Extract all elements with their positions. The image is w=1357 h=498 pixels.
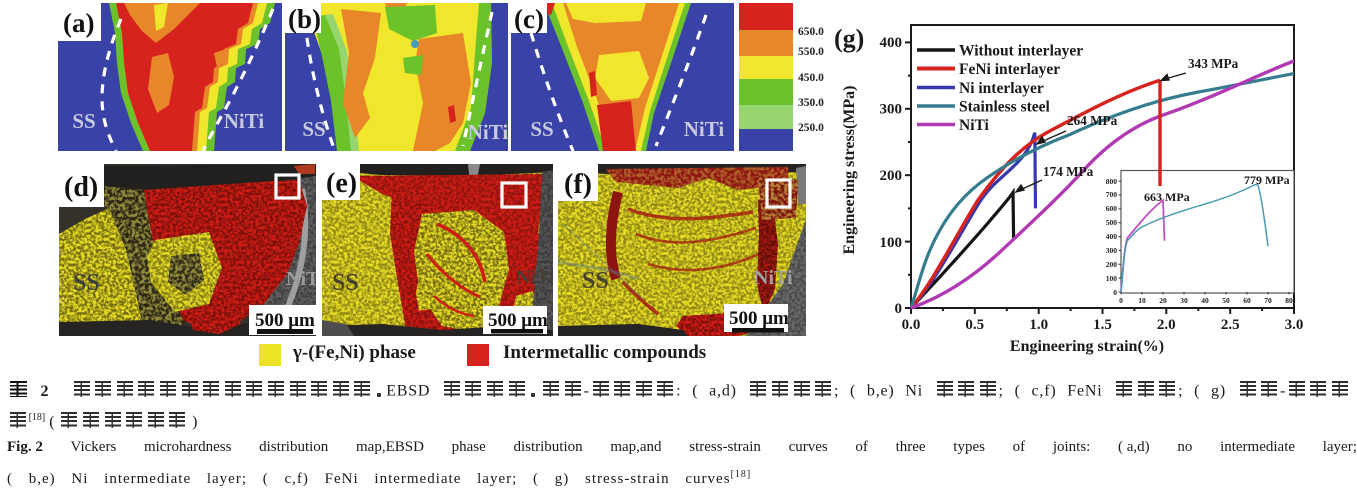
svg-text:SS: SS	[73, 270, 100, 296]
svg-text:NiTi: NiTi	[468, 120, 508, 144]
svg-text:3.0: 3.0	[1285, 317, 1304, 333]
svg-text:700: 700	[1106, 190, 1118, 199]
svg-text:600: 600	[1106, 204, 1118, 213]
svg-text:NiTi: NiTi	[286, 268, 316, 290]
svg-text:0.5: 0.5	[965, 317, 984, 333]
svg-text:500 μm: 500 μm	[729, 308, 789, 329]
svg-text:(b): (b)	[288, 4, 321, 34]
svg-text:(a): (a)	[63, 8, 94, 38]
svg-text:FeNi interlayer: FeNi interlayer	[959, 61, 1060, 78]
svg-text:Without interlayer: Without interlayer	[959, 43, 1083, 60]
svg-text:2.5: 2.5	[1221, 317, 1240, 333]
svg-text:779 MPa: 779 MPa	[1244, 173, 1290, 187]
svg-text:0.0: 0.0	[902, 317, 921, 333]
svg-text:NiTi: NiTi	[224, 109, 265, 133]
svg-text:(c): (c)	[514, 4, 544, 34]
svg-text:20: 20	[1159, 296, 1167, 305]
svg-text:70: 70	[1264, 296, 1272, 305]
svg-text:80: 80	[1285, 296, 1293, 305]
svg-text:550.0: 550.0	[798, 46, 824, 58]
svg-text:SS: SS	[302, 117, 325, 141]
svg-text:NiTi: NiTi	[754, 267, 793, 289]
svg-text:40: 40	[1201, 296, 1209, 305]
svg-text:2.0: 2.0	[1157, 317, 1176, 333]
svg-text:264 MPa: 264 MPa	[1067, 113, 1118, 128]
svg-text:NiTi: NiTi	[684, 117, 725, 141]
svg-text:500 μm: 500 μm	[255, 310, 315, 331]
svg-text:(e): (e)	[326, 168, 357, 199]
svg-text:10: 10	[1138, 296, 1146, 305]
svg-text:200: 200	[1106, 260, 1118, 269]
svg-text:50: 50	[1222, 296, 1230, 305]
svg-text:400: 400	[1106, 232, 1118, 241]
svg-text:SS: SS	[332, 270, 359, 296]
svg-text:Stainless steel: Stainless steel	[959, 99, 1051, 116]
svg-text:0: 0	[1119, 296, 1123, 305]
svg-text:450.0: 450.0	[798, 72, 824, 84]
svg-text:30: 30	[1180, 296, 1188, 305]
svg-text:Ni interlayer: Ni interlayer	[959, 80, 1044, 97]
svg-text:343 MPa: 343 MPa	[1188, 56, 1239, 71]
svg-text:(f): (f)	[564, 169, 592, 200]
svg-text:60: 60	[1243, 296, 1251, 305]
svg-text:NiTi: NiTi	[959, 117, 990, 134]
svg-text:500 μm: 500 μm	[488, 310, 548, 331]
svg-text:Engineering stress(MPa): Engineering stress(MPa)	[841, 85, 858, 254]
svg-text:Engineering strain(%): Engineering strain(%)	[1010, 338, 1164, 355]
svg-text:0: 0	[895, 301, 903, 317]
svg-text:400: 400	[880, 35, 903, 51]
svg-text:350.0: 350.0	[798, 97, 824, 109]
svg-text:1.5: 1.5	[1093, 317, 1112, 333]
svg-text:1.0: 1.0	[1029, 317, 1048, 333]
svg-text:174 MPa: 174 MPa	[1043, 164, 1094, 179]
svg-text:200: 200	[880, 168, 903, 184]
svg-text:(g): (g)	[834, 24, 864, 53]
svg-text:(d): (d)	[64, 172, 98, 203]
svg-text:NiTi: NiTi	[516, 267, 553, 289]
svg-text:500: 500	[1106, 218, 1118, 227]
svg-text:650.0: 650.0	[798, 26, 824, 38]
svg-text:250.0: 250.0	[798, 122, 824, 134]
svg-text:300: 300	[1106, 246, 1118, 255]
svg-text:300: 300	[880, 102, 903, 118]
svg-text:800: 800	[1106, 177, 1118, 186]
svg-text:SS: SS	[72, 109, 95, 133]
svg-text:663 MPa: 663 MPa	[1144, 190, 1190, 204]
svg-text:SS: SS	[582, 268, 609, 294]
svg-text:100: 100	[1106, 274, 1118, 283]
svg-text:0: 0	[1113, 288, 1117, 297]
svg-text:100: 100	[880, 235, 903, 251]
svg-text:SS: SS	[530, 117, 553, 141]
